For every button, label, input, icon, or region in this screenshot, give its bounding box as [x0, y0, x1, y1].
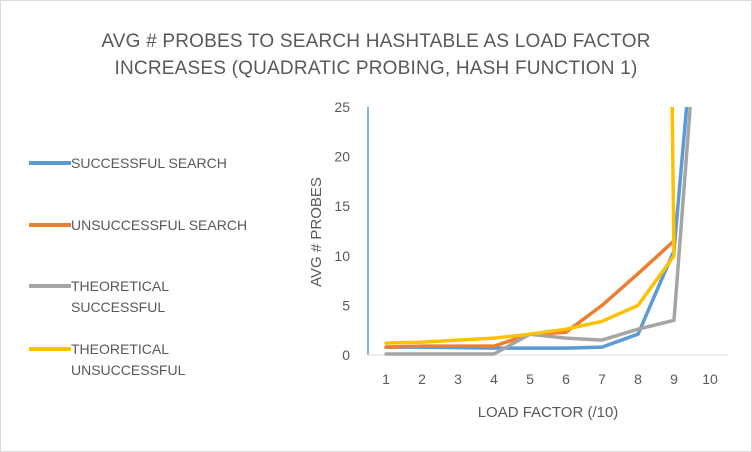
x-tick-label: 4	[490, 371, 498, 387]
chart-title-line-2: INCREASES (QUADRATIC PROBING, HASH FUNCT…	[114, 58, 638, 79]
x-axis-title: LOAD FACTOR (/10)	[478, 404, 619, 421]
series-line-theoretical-unsuccessful	[384, 107, 676, 345]
legend-label: THEORETICAL UNSUCCESSFUL	[71, 341, 186, 378]
series-line-theoretical-successful	[384, 107, 692, 356]
legend-swatch-theoretical-successful	[29, 284, 71, 288]
x-tick-label: 2	[418, 371, 426, 387]
legend-label: THEORETICAL SUCCESSFUL	[71, 278, 169, 315]
x-tick-label: 8	[634, 371, 642, 387]
y-axis-ticks: 0 5 10 15 20 25	[334, 99, 350, 363]
chart-title-line-1: AVG # PROBES TO SEARCH HASHTABLE AS LOAD…	[101, 31, 651, 52]
y-tick-label: 20	[334, 149, 350, 165]
x-tick-label: 5	[526, 371, 534, 387]
x-tick-label: 3	[454, 371, 462, 387]
legend-label: UNSUCCESSFUL SEARCH	[71, 217, 248, 233]
y-tick-label: 0	[342, 347, 350, 363]
y-tick-label: 25	[334, 99, 350, 115]
legend-label: SUCCESSFUL SEARCH	[71, 155, 227, 171]
x-tick-label: 7	[598, 371, 606, 387]
legend-item-unsuccessful-search: UNSUCCESSFUL SEARCH	[29, 215, 261, 236]
series-lines	[384, 107, 692, 356]
legend-swatch-successful-search	[29, 161, 71, 165]
y-tick-label: 15	[334, 198, 350, 214]
legend-item-theoretical-unsuccessful: THEORETICAL UNSUCCESSFUL	[29, 339, 201, 381]
x-tick-label: 10	[702, 371, 718, 387]
x-tick-label: 9	[670, 371, 678, 387]
legend-swatch-theoretical-unsuccessful	[29, 347, 71, 351]
legend-item-successful-search: SUCCESSFUL SEARCH	[29, 153, 261, 174]
y-tick-label: 10	[334, 248, 350, 264]
series-line-successful-search	[384, 107, 689, 350]
legend-swatch-unsuccessful-search	[29, 223, 71, 227]
x-tick-label: 6	[562, 371, 570, 387]
legend-item-theoretical-successful: THEORETICAL SUCCESSFUL	[29, 276, 201, 318]
y-axis-title: AVG # PROBES	[308, 177, 325, 287]
x-axis-ticks: 1 2 3 4 5 6 7 8 9 10	[382, 371, 718, 387]
x-tick-label: 1	[382, 371, 390, 387]
y-tick-label: 5	[342, 297, 350, 313]
